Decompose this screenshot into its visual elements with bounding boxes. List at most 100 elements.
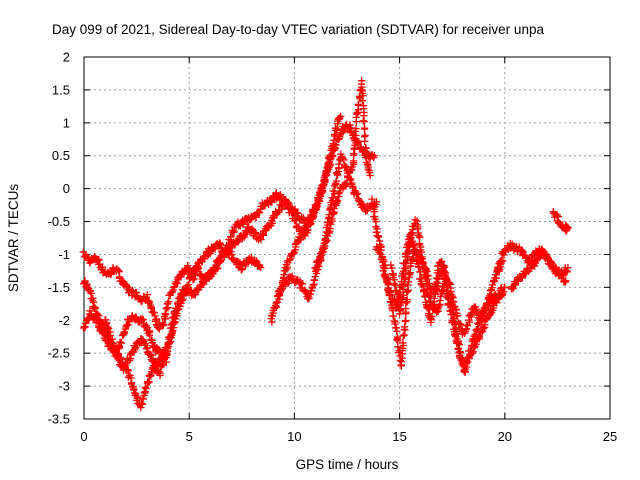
data-point — [169, 326, 177, 335]
data-point — [101, 316, 110, 324]
axis-ticks — [83, 56, 611, 420]
data-point — [84, 253, 92, 261]
data-point — [387, 298, 395, 306]
data-point — [314, 194, 322, 202]
data-point — [120, 328, 128, 336]
data-point — [335, 160, 343, 168]
data-point — [261, 201, 269, 210]
y-tick-label: -1 — [58, 247, 70, 262]
data-point — [104, 323, 112, 331]
data-point — [391, 318, 399, 326]
data-point — [328, 215, 336, 223]
x-tick-labels: 0 5 10 15 20 25 — [80, 429, 617, 444]
data-point — [488, 281, 497, 289]
chart-title: Day 099 of 2021, Sidereal Day-to-day VTE… — [52, 22, 544, 37]
data-point — [404, 278, 413, 286]
data-point — [149, 354, 157, 363]
data-point — [359, 92, 367, 100]
y-tick-label: -3.5 — [48, 412, 70, 427]
x-tick-label: 25 — [603, 429, 617, 444]
data-point — [497, 257, 505, 265]
data-point — [343, 179, 351, 188]
data-point — [184, 281, 193, 289]
x-tick-label: 5 — [186, 429, 193, 444]
y-axis-label: SDTVAR / TECUs — [6, 184, 21, 293]
data-point — [416, 268, 424, 276]
data-point — [124, 366, 132, 375]
data-point — [447, 310, 455, 319]
data-point — [104, 324, 113, 333]
x-axis-label: GPS time / hours — [296, 457, 399, 472]
data-point — [327, 220, 335, 228]
data-point — [438, 257, 446, 266]
data-point — [322, 236, 331, 244]
data-point — [447, 287, 455, 296]
data-point — [331, 145, 339, 153]
data-point — [326, 224, 334, 233]
data-point — [305, 220, 313, 229]
data-point — [307, 287, 316, 295]
data-point — [156, 369, 164, 377]
y-tick-label: -2 — [58, 313, 70, 328]
x-tick-label: 15 — [392, 429, 406, 444]
data-point — [227, 232, 235, 241]
data-point — [130, 386, 138, 394]
data-point — [379, 267, 387, 275]
data-point — [283, 263, 291, 271]
data-point — [407, 230, 415, 238]
data-point — [393, 327, 401, 335]
data-point — [404, 247, 412, 255]
data-point — [396, 307, 405, 315]
data-point — [312, 205, 320, 214]
data-point — [352, 124, 360, 133]
data-point — [440, 263, 449, 272]
data-point — [147, 370, 155, 378]
data-point — [142, 384, 150, 393]
data-point — [272, 299, 280, 307]
data-point — [514, 277, 523, 286]
data-point — [340, 156, 348, 164]
data-point — [482, 300, 491, 308]
data-point — [385, 291, 394, 300]
data-point — [173, 312, 181, 320]
data-point — [374, 233, 383, 241]
data-point — [164, 342, 172, 351]
data-point — [238, 219, 247, 228]
data-point — [141, 383, 150, 392]
data-point — [562, 277, 570, 285]
data-point — [453, 338, 461, 346]
data-point — [173, 279, 182, 287]
x-tick-label: 0 — [80, 429, 87, 444]
data-point — [134, 393, 142, 401]
data-point — [360, 124, 369, 132]
data-point — [310, 276, 319, 285]
data-point — [395, 310, 404, 318]
data-point — [415, 263, 423, 271]
data-point — [108, 335, 116, 343]
data-point — [453, 312, 462, 320]
data-point — [400, 323, 409, 331]
data-point — [216, 257, 224, 265]
data-point — [359, 117, 367, 125]
data-point — [211, 245, 219, 253]
data-point — [332, 177, 341, 185]
data-point — [270, 214, 278, 222]
data-point — [292, 216, 300, 224]
data-point — [140, 388, 148, 397]
data-point — [456, 320, 465, 328]
data-point — [406, 269, 414, 277]
data-point — [137, 399, 146, 407]
data-point — [177, 299, 185, 307]
y-tick-label: 1.5 — [52, 82, 70, 97]
data-point — [313, 202, 321, 211]
data-point — [227, 247, 235, 256]
data-point — [138, 315, 146, 323]
data-point — [383, 278, 391, 287]
data-point — [378, 255, 386, 264]
data-point — [312, 269, 321, 278]
data-point — [501, 283, 509, 292]
data-point — [428, 300, 436, 308]
data-point — [321, 172, 330, 180]
data-point — [405, 270, 413, 278]
